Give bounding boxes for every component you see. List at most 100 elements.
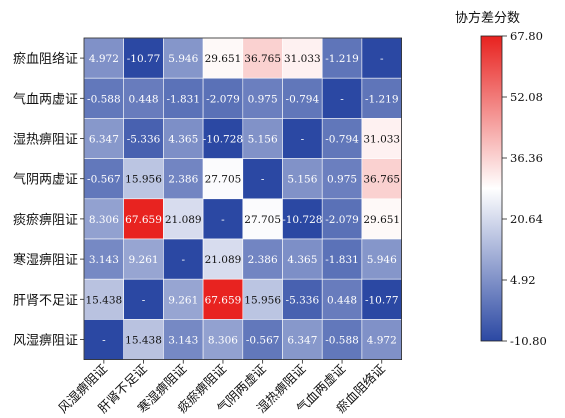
heatmap-cell xyxy=(321,118,363,159)
cell-value-label: 67.659 xyxy=(125,214,162,226)
heatmap-cell xyxy=(282,278,323,320)
cell-value-label: - xyxy=(340,93,344,105)
heatmap-border xyxy=(83,37,403,361)
cell-value-label: - xyxy=(142,294,146,306)
cell-value-label: 2.386 xyxy=(248,254,278,266)
heatmap-cell xyxy=(361,238,402,280)
heatmap-cell xyxy=(242,158,283,200)
cell-value-label: -0.794 xyxy=(286,93,320,105)
cell-value-label: 6.347 xyxy=(287,335,317,347)
row-label: 风湿痹阻证 xyxy=(13,333,78,349)
heatmap-cell xyxy=(321,238,363,280)
colorbar-tick-label: 67.80 xyxy=(510,29,543,43)
cell-value-label: 0.448 xyxy=(129,93,159,105)
row-label: 气血两虚证 xyxy=(13,91,78,107)
cell-value-label: 29.651 xyxy=(363,214,400,226)
cell-value-label: 15.438 xyxy=(125,335,162,347)
cell-value-label: -0.588 xyxy=(325,335,359,347)
cell-value-label: 3.143 xyxy=(89,254,119,266)
heatmap-cell xyxy=(361,37,402,79)
row-label: 气阴两虚证 xyxy=(13,172,78,188)
heatmap-cell xyxy=(361,278,402,320)
cell-value-label: -0.794 xyxy=(325,134,359,146)
heatmap-cells: 4.972 -10.77 5.946 29.651 36.765 31.033 -1.219… xyxy=(83,37,403,361)
heatmap-cell xyxy=(202,198,244,240)
heatmap-cell xyxy=(163,238,204,280)
cell-value-label: - xyxy=(181,254,185,266)
cell-value-label: 31.033 xyxy=(363,134,400,146)
row-label: 瘀血阻络证 xyxy=(13,51,78,67)
heatmap-cell xyxy=(202,118,244,159)
heatmap-cell xyxy=(123,77,164,119)
cell-value-label: - xyxy=(261,174,265,186)
cell-value-label: -5.336 xyxy=(286,294,320,306)
colorbar-tick-label: 52.08 xyxy=(510,90,543,104)
row-label: 湿热痹阻证 xyxy=(13,132,78,148)
heatmap-cell xyxy=(361,198,402,240)
heatmap-cell xyxy=(321,278,363,320)
cell-value-label: -10.77 xyxy=(127,53,161,65)
heatmap-cell xyxy=(282,238,323,280)
heatmap-cell xyxy=(242,278,283,320)
heatmap-cell xyxy=(282,118,323,159)
cell-value-label: - xyxy=(102,335,106,347)
heatmap-cell xyxy=(202,158,244,200)
cell-value-label: -0.588 xyxy=(87,93,121,105)
heatmap-cell xyxy=(242,319,283,360)
heatmap-cell xyxy=(321,198,363,240)
cell-value-label: 8.306 xyxy=(89,214,119,226)
cell-value-label: 15.956 xyxy=(125,174,162,186)
cell-value-label: 21.089 xyxy=(205,254,242,266)
cell-value-label: 3.143 xyxy=(168,335,198,347)
heatmap-cell xyxy=(163,319,204,360)
heatmap-cell xyxy=(321,158,363,200)
heatmap-cell xyxy=(123,37,164,79)
cell-value-label: 5.156 xyxy=(248,134,278,146)
cell-value-label: 5.946 xyxy=(168,53,198,65)
cell-value-label: 31.033 xyxy=(284,53,321,65)
cell-value-label: -1.219 xyxy=(365,93,399,105)
cell-value-label: 6.347 xyxy=(89,134,119,146)
heatmap-cell xyxy=(202,77,244,119)
cell-value-label: 4.972 xyxy=(89,53,119,65)
cell-value-label: 5.156 xyxy=(287,174,317,186)
heatmap-cell xyxy=(242,198,283,240)
cell-value-label: -2.079 xyxy=(206,93,240,105)
cell-value-label: 0.448 xyxy=(327,294,357,306)
colorbar-gradient xyxy=(480,35,503,342)
cell-value-label: 9.261 xyxy=(129,254,159,266)
heatmap-cell xyxy=(83,158,125,200)
heatmap-cell xyxy=(83,37,125,79)
colorbar: 协方差分数 67.80 52.08 36.36 20.64 4.92 -10.80 xyxy=(455,10,547,348)
heatmap-cell xyxy=(123,278,164,320)
heatmap-cell xyxy=(282,198,323,240)
cell-value-label: 4.365 xyxy=(287,254,317,266)
cell-value-label: 4.972 xyxy=(367,335,397,347)
cell-value-label: 0.975 xyxy=(248,93,278,105)
cell-value-label: -1.831 xyxy=(166,93,200,105)
cell-value-label: 2.386 xyxy=(168,174,198,186)
colorbar-tick-label: 4.92 xyxy=(510,273,536,287)
cell-value-label: 36.765 xyxy=(244,53,281,65)
cell-value-label: 15.438 xyxy=(85,294,122,306)
heatmap-cell xyxy=(361,319,402,360)
heatmap-cell xyxy=(282,37,323,79)
cell-value-label: -1.831 xyxy=(325,254,359,266)
cell-value-label: 36.765 xyxy=(363,174,400,186)
heatmap-cell xyxy=(202,37,244,79)
heatmap-cell xyxy=(163,118,204,159)
cell-value-label: 67.659 xyxy=(205,294,242,306)
cell-value-label: - xyxy=(380,53,384,65)
cell-value-label: 0.975 xyxy=(327,174,357,186)
heatmap-cell xyxy=(282,77,323,119)
cell-value-label: 8.306 xyxy=(208,335,238,347)
cell-value-label: -10.728 xyxy=(282,214,322,226)
cell-value-label: -5.336 xyxy=(127,134,161,146)
row-label: 肝肾不足证 xyxy=(13,293,78,308)
cell-value-label: -10.77 xyxy=(365,294,399,306)
heatmap-cell xyxy=(242,238,283,280)
cell-value-label: 27.705 xyxy=(244,214,281,226)
